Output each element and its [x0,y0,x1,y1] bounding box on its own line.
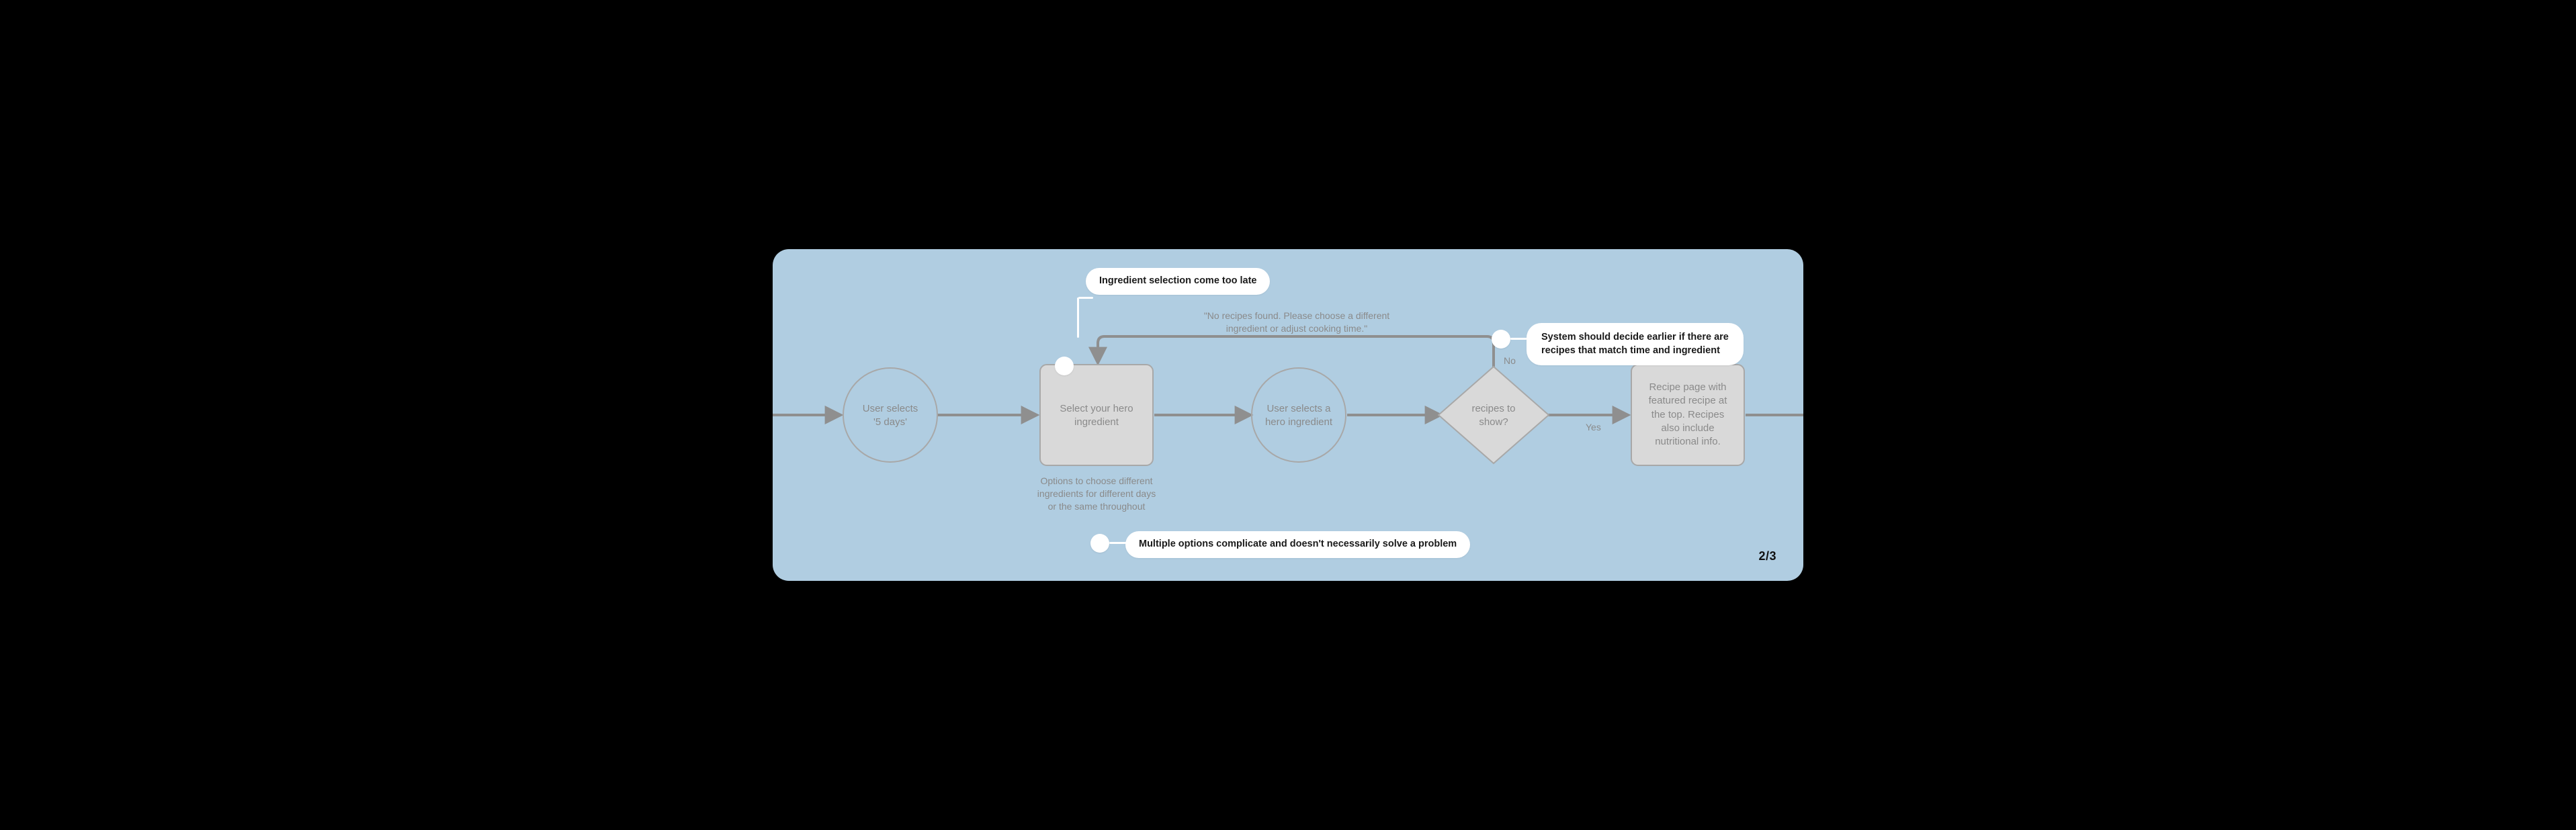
flowchart-slide: User selects'5 days' Select your heroing… [773,249,1803,581]
annotation-2-dot [1492,330,1510,349]
annotation-2: System should decide earlier if there ar… [1527,323,1744,365]
page-counter: 2/3 [1758,549,1776,563]
annotation-1-connector [1077,297,1079,338]
node-n2 [1040,365,1153,465]
node-n4 [1439,367,1549,463]
annotation-3-dot [1090,534,1109,553]
node-n1 [843,368,937,462]
annotation-3: Multiple options complicate and doesn't … [1125,531,1470,558]
annotation-1-dot [1055,357,1074,375]
node-n3 [1252,368,1346,462]
annotation-1-elbow [1078,297,1093,299]
edge-n4-n2-no [1098,336,1494,368]
node-n5 [1631,365,1744,465]
annotation-1: Ingredient selection come too late [1086,268,1270,295]
